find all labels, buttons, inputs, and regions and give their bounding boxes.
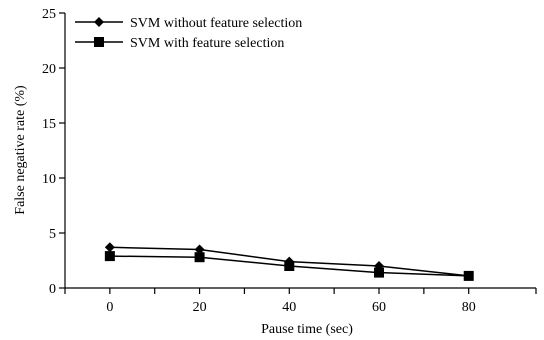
y-axis-title: False negative rate (%) <box>13 85 28 215</box>
legend: SVM without feature selection SVM with f… <box>75 16 302 51</box>
series-layer <box>104 242 474 281</box>
point-diamond <box>104 242 115 253</box>
x-tick-label: 40 <box>282 300 296 315</box>
y-tick-label: 25 <box>42 7 56 22</box>
point-square <box>284 261 295 271</box>
legend-entry-1: SVM without feature selection <box>75 16 302 31</box>
y-tick-label: 5 <box>49 227 56 242</box>
y-tick-label: 15 <box>42 117 56 132</box>
point-square <box>104 251 115 262</box>
point-square <box>194 252 205 263</box>
x-axis-title: Pause time (sec) <box>261 322 353 337</box>
legend-label-1: SVM without feature selection <box>130 16 302 31</box>
y-tick-label: 10 <box>42 172 56 187</box>
point-square <box>374 267 384 278</box>
y-tick-label: 0 <box>49 282 56 297</box>
legend-entry-2: SVM with feature selection <box>75 36 284 51</box>
legend-marker-diamond <box>94 17 104 27</box>
x-tick-label: 80 <box>462 300 476 315</box>
point-square <box>463 270 474 281</box>
y-tick-label: 20 <box>42 62 56 77</box>
legend-marker-square <box>94 37 104 47</box>
x-axis-ticks: 0 20 40 60 80 <box>64 288 537 315</box>
x-tick-label: 20 <box>193 300 207 315</box>
x-tick-label: 0 <box>106 300 113 315</box>
point-diamond <box>194 244 205 255</box>
legend-label-2: SVM with feature selection <box>130 36 284 51</box>
x-tick-label: 60 <box>372 300 386 315</box>
y-axis-ticks: 0 5 10 15 20 25 <box>42 7 65 297</box>
